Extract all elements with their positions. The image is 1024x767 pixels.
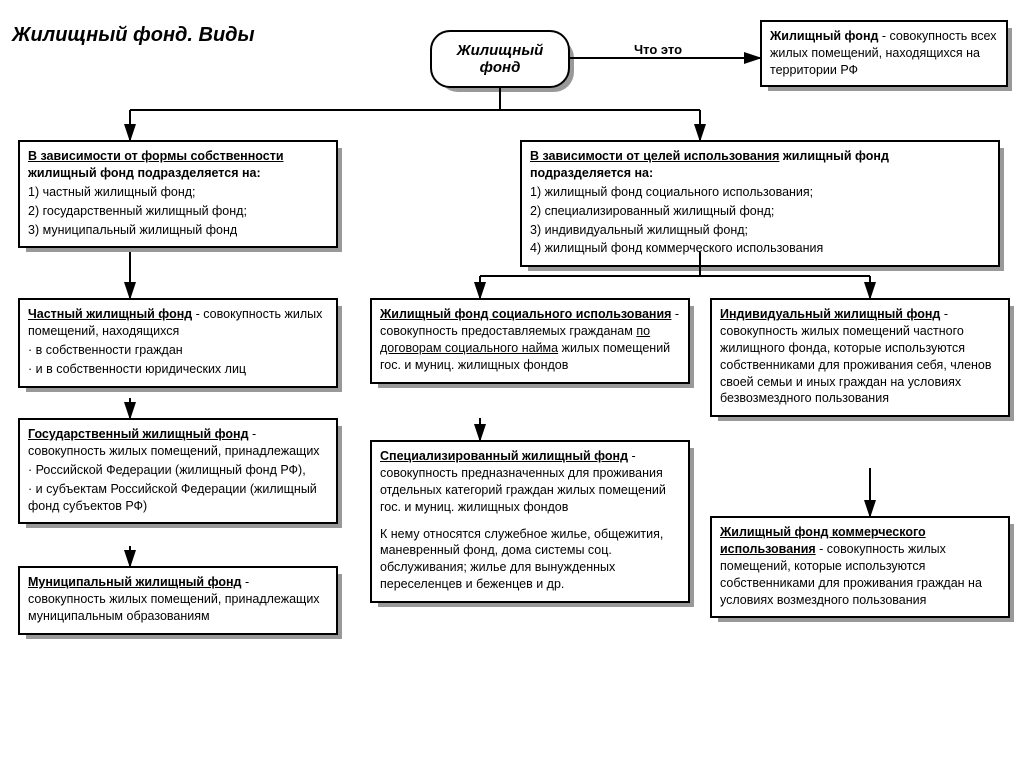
- what-label: Что это: [634, 42, 682, 57]
- branch2-item-1: 2) специализированный жилищный фонд;: [530, 203, 990, 220]
- branch1-heading-u: В зависимости от формы собственности: [28, 149, 284, 163]
- branch1-heading-rest: жилищный фонд подразделяется на:: [28, 166, 261, 180]
- branch2-item-3: 4) жилищный фонд коммерческого использов…: [530, 240, 990, 257]
- b1-muni-title: Муниципальный жилищный фонд: [28, 575, 241, 589]
- b1-state-title: Государственный жилищный фонд: [28, 427, 249, 441]
- definition-bold: Жилищный фонд: [770, 29, 878, 43]
- b1-private-box: Частный жилищный фонд - совокупность жил…: [18, 298, 338, 388]
- branch2-item-0: 1) жилищный фонд социального использован…: [530, 184, 990, 201]
- root-node: Жилищныйфонд: [430, 30, 570, 88]
- b2-spec-extra: К нему относятся служебное жилье, общежи…: [380, 526, 680, 594]
- branch2-heading-u: В зависимости от целей использования: [530, 149, 779, 163]
- b1-state-box: Государственный жилищный фонд - совокупн…: [18, 418, 338, 524]
- b1-private-bullet-0: · в собственности граждан: [28, 342, 328, 359]
- root-node-text: Жилищныйфонд: [457, 42, 544, 76]
- b2-social-box: Жилищный фонд социального использования …: [370, 298, 690, 384]
- branch1-box: В зависимости от формы собственности жил…: [18, 140, 338, 248]
- diagram-title: Жилищный фонд. Виды: [12, 24, 255, 47]
- b1-state-bullet-0: · Российской Федерации (жилищный фонд РФ…: [28, 462, 328, 479]
- b1-private-bullet-1: · и в собственности юридических лиц: [28, 361, 328, 378]
- branch1-item-0: 1) частный жилищный фонд;: [28, 184, 328, 201]
- b2-social-title: Жилищный фонд социального использования: [380, 307, 671, 321]
- b2-spec-box: Специализированный жилищный фонд - совок…: [370, 440, 690, 603]
- definition-box: Жилищный фонд - совокупность всех жилых …: [760, 20, 1008, 87]
- b2-indiv-rest: - совокупность жилых помещений частного …: [720, 307, 992, 405]
- b1-muni-box: Муниципальный жилищный фонд - совокупнос…: [18, 566, 338, 635]
- branch1-item-2: 3) муниципальный жилищный фонд: [28, 222, 328, 239]
- b2-indiv-title: Индивидуальный жилищный фонд: [720, 307, 940, 321]
- b2-spec-title: Специализированный жилищный фонд: [380, 449, 628, 463]
- branch2-item-2: 3) индивидуальный жилищный фонд;: [530, 222, 990, 239]
- branch2-box: В зависимости от целей использования жил…: [520, 140, 1000, 267]
- b1-state-bullet-1: · и субъектам Российской Федерации (жили…: [28, 481, 328, 515]
- b1-private-title: Частный жилищный фонд: [28, 307, 192, 321]
- b2-comm-box: Жилищный фонд коммерческого использовани…: [710, 516, 1010, 618]
- b2-indiv-box: Индивидуальный жилищный фонд - совокупно…: [710, 298, 1010, 417]
- branch1-item-1: 2) государственный жилищный фонд;: [28, 203, 328, 220]
